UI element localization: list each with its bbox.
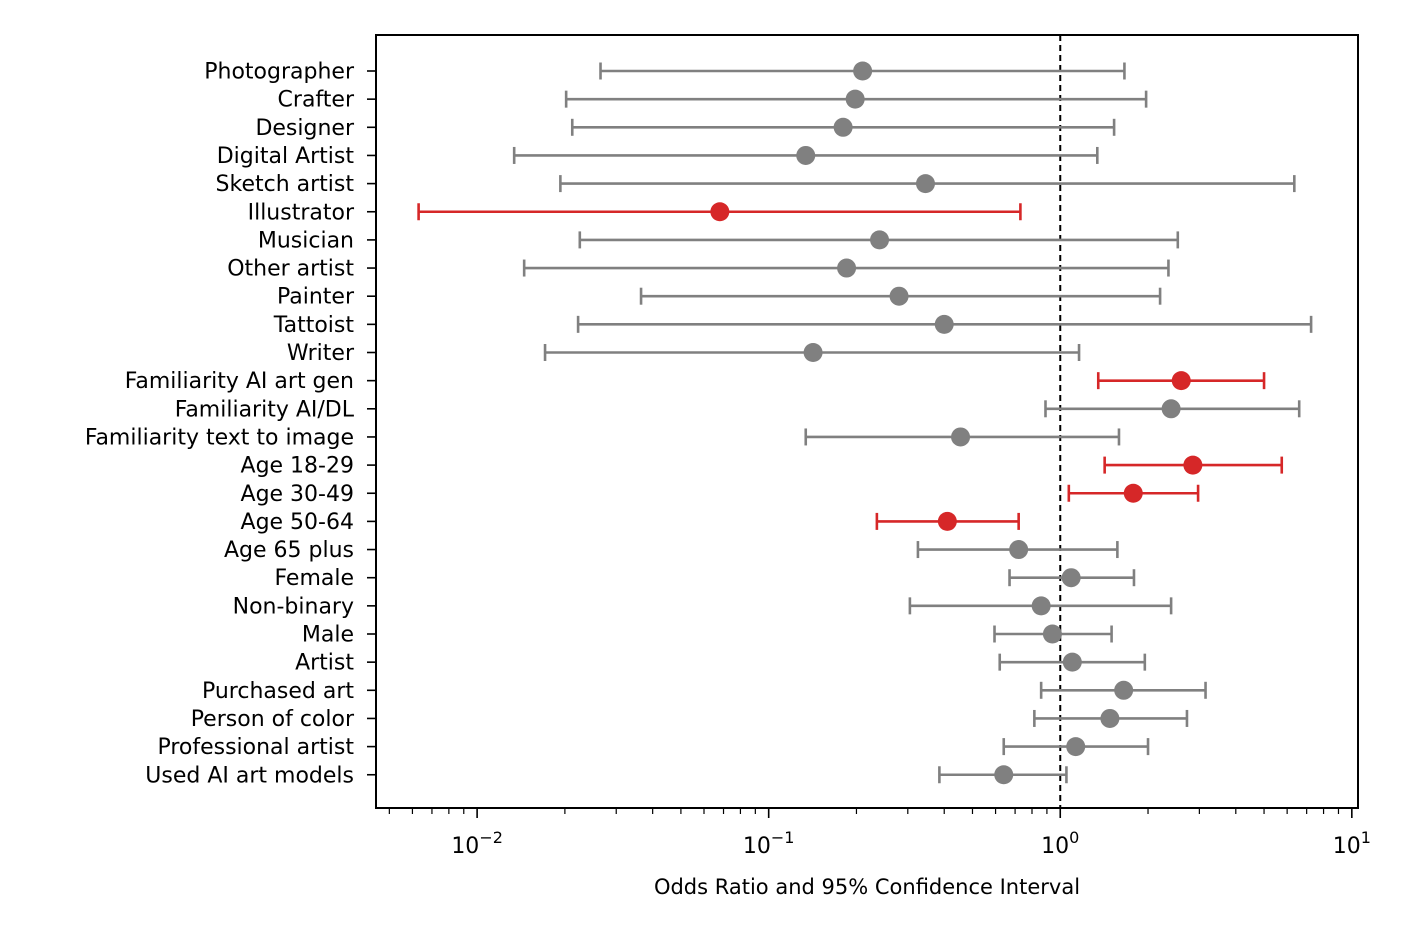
x-tick-exponent: 1 — [1361, 828, 1371, 847]
row-age-65-plus: Age 65 plus — [224, 538, 1119, 563]
y-tick-label: Age 50-64 — [241, 510, 354, 535]
row-painter: Painter — [277, 285, 1162, 310]
marks-layer: Photographer Crafter Designer Digital Artis… — [85, 60, 1313, 788]
row-photographer: Photographer — [204, 60, 1126, 85]
odds-ratio-point — [951, 427, 971, 447]
row-used-ai-art-models: Used AI art models — [145, 763, 1068, 788]
odds-ratio-point — [853, 61, 873, 81]
row-professional-artist: Professional artist — [157, 735, 1150, 760]
x-tick-label: 10−1 — [743, 828, 795, 859]
odds-ratio-point — [934, 314, 954, 334]
x-tick-exponent: 0 — [1069, 828, 1079, 847]
row-illustrator: Illustrator — [248, 200, 1022, 225]
odds-ratio-point — [1100, 708, 1120, 728]
row-female: Female — [274, 566, 1136, 591]
y-tick-label: Professional artist — [157, 735, 354, 760]
odds-ratio-point — [889, 286, 909, 306]
y-tick-label: Non-binary — [233, 594, 354, 619]
y-tick-label: Familiarity AI art gen — [125, 369, 354, 394]
plot-frame — [375, 34, 1359, 809]
odds-ratio-point — [1062, 652, 1082, 672]
row-sketch-artist: Sketch artist — [216, 172, 1296, 197]
odds-ratio-point — [1042, 624, 1062, 644]
odds-ratio-point — [1183, 455, 1203, 475]
y-tick-label: Digital Artist — [217, 144, 355, 169]
row-age-50-64: Age 50-64 — [241, 510, 1020, 535]
y-tick-label: Age 65 plus — [224, 538, 354, 563]
x-tick-base: 10 — [743, 834, 771, 859]
odds-ratio-point — [1171, 371, 1191, 391]
odds-ratio-point — [845, 89, 865, 109]
row-age-18-29: Age 18-29 — [241, 454, 1284, 479]
y-tick-label: Artist — [295, 651, 354, 676]
odds-ratio-point — [1061, 568, 1081, 588]
row-writer: Writer — [287, 341, 1081, 366]
x-axis-title: Odds Ratio and 95% Confidence Interval — [654, 875, 1080, 899]
y-tick-label: Person of color — [191, 707, 355, 732]
odds-ratio-point — [994, 765, 1014, 785]
y-tick-label: Female — [274, 566, 354, 591]
axis-layer: 10−2 10−1 100 101 — [388, 808, 1371, 859]
odds-ratio-point — [1009, 540, 1029, 560]
row-digital-artist: Digital Artist — [217, 144, 1099, 169]
y-tick-label: Familiarity AI/DL — [175, 397, 355, 422]
x-tick-exponent: −1 — [771, 828, 795, 847]
row-male: Male — [302, 623, 1113, 648]
odds-ratio-point — [796, 145, 816, 165]
row-designer: Designer — [255, 116, 1116, 141]
row-tattoist: Tattoist — [273, 313, 1313, 338]
y-tick-label: Age 30-49 — [241, 482, 354, 507]
row-other-artist: Other artist — [227, 257, 1170, 282]
row-person-of-color: Person of color — [191, 707, 1189, 732]
y-tick-label: Painter — [277, 285, 355, 310]
x-tick-label: 100 — [1041, 828, 1079, 859]
y-tick-label: Purchased art — [202, 679, 354, 704]
y-tick-label: Photographer — [204, 60, 355, 85]
y-tick-label: Age 18-29 — [241, 454, 354, 479]
odds-ratio-point — [1123, 483, 1143, 503]
odds-ratio-point — [1114, 680, 1134, 700]
y-tick-label: Familiarity text to image — [85, 425, 354, 450]
y-tick-label: Crafter — [278, 88, 355, 113]
odds-ratio-point — [937, 511, 957, 531]
odds-ratio-point — [1031, 596, 1051, 616]
x-tick-base: 10 — [1333, 834, 1361, 859]
y-tick-label: Illustrator — [248, 200, 355, 225]
y-tick-label: Male — [302, 623, 354, 648]
y-tick-label: Other artist — [227, 257, 354, 282]
x-tick-exponent: −2 — [479, 828, 503, 847]
y-tick-label: Writer — [287, 341, 355, 366]
row-familiarity-ai-dl: Familiarity AI/DL — [175, 397, 1301, 422]
odds-ratio-point — [1066, 737, 1086, 757]
odds-ratio-point — [1161, 399, 1181, 419]
row-artist: Artist — [295, 651, 1147, 676]
row-familiarity-ai-art-gen: Familiarity AI art gen — [125, 369, 1266, 394]
y-tick-label: Designer — [255, 116, 354, 141]
y-tick-label: Sketch artist — [216, 172, 355, 197]
row-non-binary: Non-binary — [233, 594, 1173, 619]
row-musician: Musician — [258, 228, 1180, 253]
y-tick-label: Musician — [258, 228, 354, 253]
odds-ratio-point — [837, 258, 857, 278]
x-tick-base: 10 — [1041, 834, 1069, 859]
odds-ratio-point — [833, 117, 853, 137]
plot-layer — [375, 34, 1359, 809]
odds-ratio-point — [803, 343, 823, 362]
row-crafter: Crafter — [278, 88, 1148, 113]
row-age-30-49: Age 30-49 — [241, 482, 1200, 507]
odds-ratio-point — [710, 202, 730, 222]
odds-ratio-point — [870, 230, 890, 250]
y-tick-label: Tattoist — [273, 313, 355, 338]
x-tick-base: 10 — [451, 834, 479, 859]
row-familiarity-text-to-image: Familiarity text to image — [85, 425, 1121, 450]
y-tick-label: Used AI art models — [145, 763, 354, 788]
odds-ratio-point — [915, 174, 935, 194]
x-tick-label: 101 — [1333, 828, 1371, 859]
row-purchased-art: Purchased art — [202, 679, 1207, 704]
x-tick-label: 10−2 — [451, 828, 503, 859]
